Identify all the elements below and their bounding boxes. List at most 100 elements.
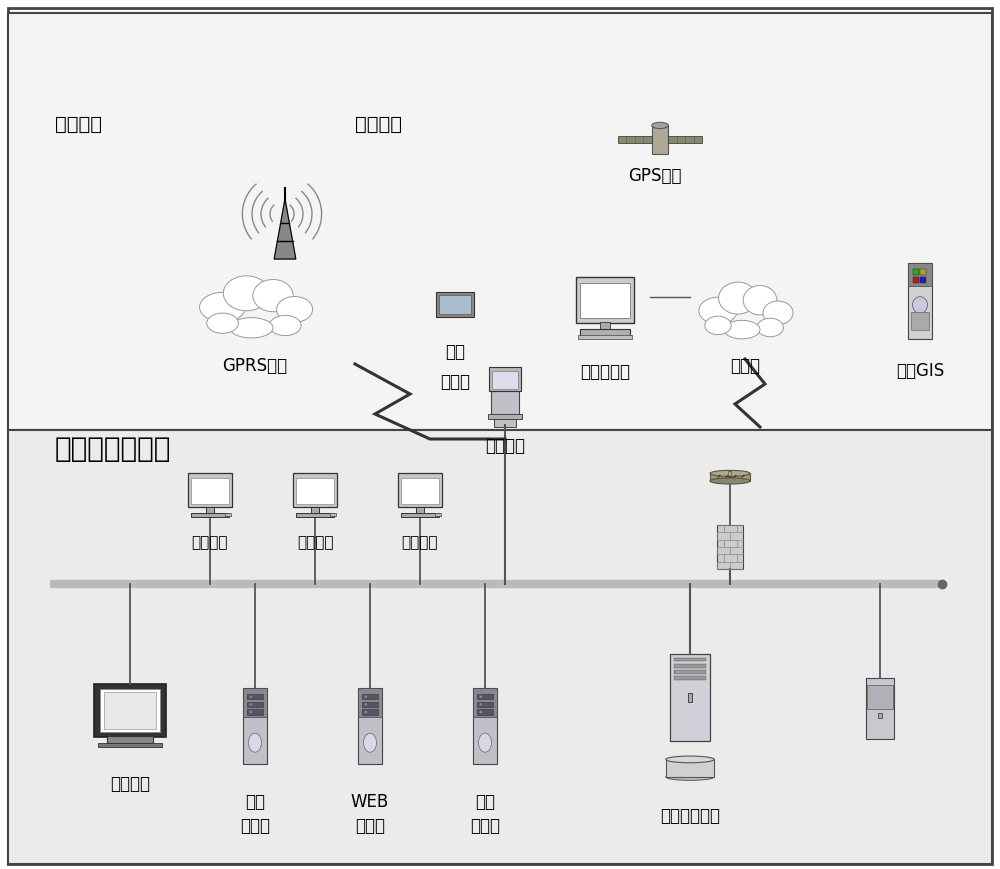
Polygon shape — [274, 199, 296, 259]
Text: 手机: 手机 — [445, 343, 465, 361]
Bar — [652, 125, 668, 154]
Bar — [206, 507, 214, 514]
Bar — [492, 371, 518, 388]
Ellipse shape — [757, 318, 783, 337]
Text: 通信: 通信 — [245, 793, 265, 811]
Bar — [104, 693, 156, 728]
Ellipse shape — [364, 733, 376, 753]
Text: 通信网关: 通信网关 — [485, 437, 525, 455]
Bar — [473, 688, 497, 717]
Bar — [358, 688, 382, 764]
Ellipse shape — [710, 478, 750, 484]
Bar — [436, 291, 474, 317]
Ellipse shape — [479, 695, 482, 698]
Bar — [293, 474, 337, 507]
Bar — [473, 688, 497, 764]
Text: 互联网: 互联网 — [730, 357, 760, 375]
Text: 监控端: 监控端 — [440, 373, 470, 391]
Bar — [489, 367, 521, 391]
Bar — [488, 414, 522, 420]
Bar — [911, 312, 929, 330]
Bar — [191, 478, 229, 504]
Ellipse shape — [200, 292, 246, 322]
Bar — [243, 688, 267, 764]
Ellipse shape — [230, 318, 273, 338]
Bar — [439, 295, 471, 315]
Text: WEB: WEB — [351, 793, 389, 811]
Ellipse shape — [364, 695, 367, 698]
Text: 监控终端: 监控终端 — [110, 775, 150, 793]
Bar — [576, 277, 634, 323]
Ellipse shape — [699, 297, 737, 324]
Bar — [8, 430, 992, 864]
Text: 监控终端: 监控终端 — [402, 535, 438, 550]
Bar — [401, 478, 439, 504]
Bar — [674, 658, 706, 661]
Bar — [688, 693, 692, 701]
Text: 数据库服务器: 数据库服务器 — [660, 807, 720, 825]
Bar — [330, 514, 336, 516]
Ellipse shape — [705, 316, 731, 335]
Text: 车联网系统中心: 车联网系统中心 — [55, 435, 171, 463]
Ellipse shape — [249, 703, 252, 706]
Ellipse shape — [666, 756, 714, 763]
Text: GPRS网络: GPRS网络 — [222, 357, 288, 375]
Ellipse shape — [269, 315, 301, 335]
Text: 基地GIS: 基地GIS — [896, 362, 944, 380]
Bar — [296, 478, 334, 504]
Text: 服务器: 服务器 — [240, 817, 270, 835]
Bar — [435, 514, 441, 516]
Bar — [362, 694, 378, 700]
Ellipse shape — [479, 703, 482, 706]
Bar — [666, 760, 714, 777]
Bar — [398, 474, 442, 507]
Bar — [247, 701, 263, 707]
Text: 监控终端: 监控终端 — [192, 535, 228, 550]
Text: 各种车辆: 各种车辆 — [355, 115, 402, 134]
Bar — [416, 507, 424, 514]
Ellipse shape — [223, 275, 269, 311]
Bar — [494, 419, 516, 427]
Bar — [674, 670, 706, 673]
Bar — [908, 263, 932, 286]
Bar — [188, 474, 232, 507]
Bar — [477, 709, 493, 714]
Ellipse shape — [249, 695, 252, 698]
Bar — [920, 277, 926, 283]
Ellipse shape — [364, 703, 367, 706]
Bar — [98, 743, 162, 747]
Ellipse shape — [710, 470, 750, 476]
Bar — [243, 688, 267, 717]
Ellipse shape — [249, 711, 252, 713]
Ellipse shape — [724, 321, 760, 339]
Text: GPS卫星: GPS卫星 — [628, 167, 682, 185]
Ellipse shape — [666, 773, 714, 780]
Bar — [878, 713, 882, 718]
Ellipse shape — [479, 733, 491, 753]
Ellipse shape — [763, 301, 793, 324]
Ellipse shape — [912, 296, 928, 314]
Bar — [362, 701, 378, 707]
Bar — [107, 736, 153, 743]
Text: 訓: 訓 — [728, 470, 732, 477]
Text: 服务器: 服务器 — [470, 817, 500, 835]
Bar — [670, 653, 710, 741]
Bar — [867, 686, 893, 708]
Bar — [8, 13, 992, 430]
Text: 远程监控端: 远程监控端 — [580, 363, 630, 381]
Text: 服务器: 服务器 — [355, 817, 385, 835]
Bar — [491, 391, 519, 414]
Text: 各种车辆: 各种车辆 — [55, 115, 102, 134]
Bar — [191, 513, 229, 517]
Ellipse shape — [207, 313, 238, 334]
Bar — [920, 269, 926, 275]
Bar — [578, 335, 632, 339]
Bar — [668, 136, 702, 143]
Text: 应用: 应用 — [475, 793, 495, 811]
Bar — [401, 513, 439, 517]
Bar — [717, 525, 743, 569]
Ellipse shape — [364, 711, 367, 713]
Bar — [225, 514, 231, 516]
Bar — [580, 283, 630, 318]
Bar — [710, 474, 750, 481]
